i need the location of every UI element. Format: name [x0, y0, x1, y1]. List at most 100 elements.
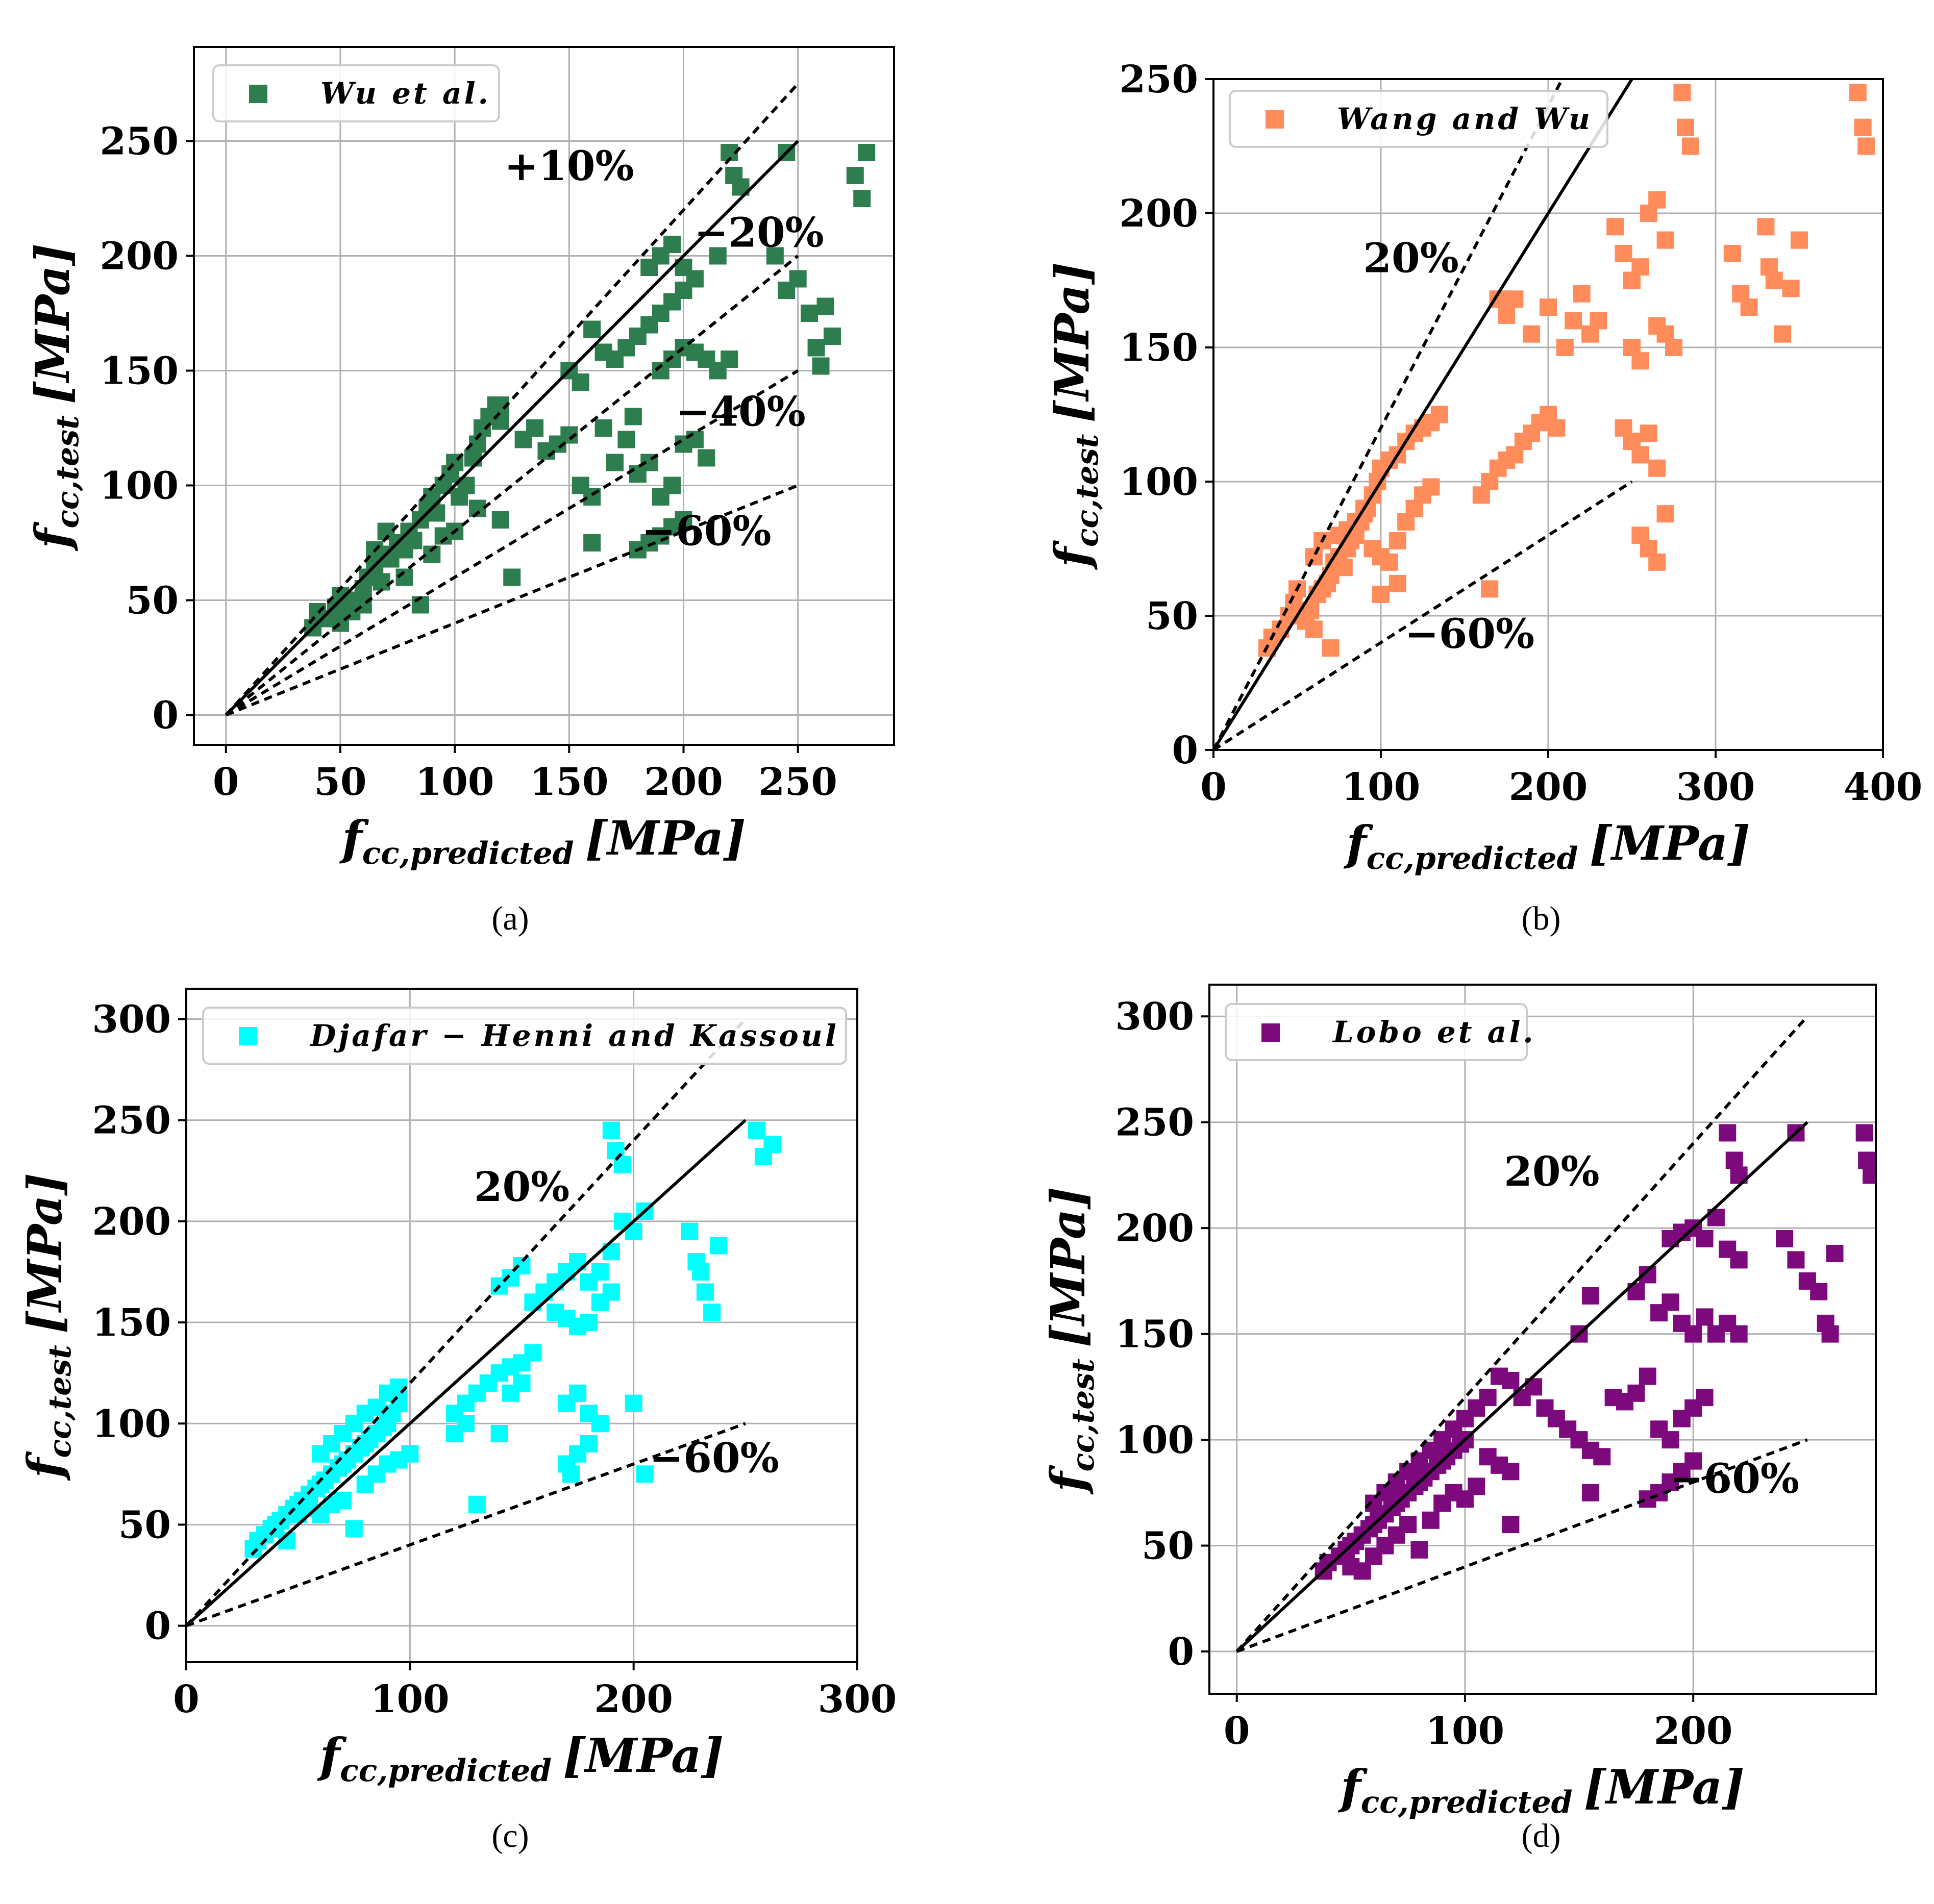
data-point: [1740, 298, 1758, 316]
data-point: [1787, 1251, 1805, 1269]
y-axis-label: fcc,test[MPa]: [17, 1173, 78, 1481]
y-tick-label: 250: [1120, 58, 1198, 102]
legend: Lobo et al.: [1225, 1003, 1533, 1061]
data-point: [807, 339, 825, 357]
plot-frame: [1208, 984, 1877, 1695]
data-point: [513, 1374, 531, 1392]
data-point: [789, 270, 807, 288]
data-point: [1422, 1511, 1440, 1529]
y-axis-label-unit: [MPa]: [25, 243, 80, 404]
data-point: [1502, 1516, 1520, 1534]
reference-line-label: −60%: [1670, 1455, 1799, 1502]
reference-line: [225, 484, 799, 717]
x-axis-label-sub: cc,predicted: [1361, 1785, 1573, 1820]
data-point: [1481, 580, 1499, 598]
data-point: [491, 412, 509, 430]
data-point: [1774, 325, 1792, 343]
reference-line-label: +10%: [504, 142, 634, 190]
legend-marker: [249, 85, 267, 103]
x-axis-label-unit: [MPa]: [563, 1728, 724, 1783]
data-point: [748, 1121, 765, 1139]
data-point: [816, 297, 834, 315]
data-point: [1573, 285, 1591, 303]
data-point: [696, 1283, 714, 1301]
data-point: [1776, 1230, 1794, 1247]
y-tick-label: 100: [1120, 460, 1198, 504]
data-point: [1631, 258, 1649, 276]
y-tick-label: 0: [1172, 729, 1199, 772]
data-point: [636, 1465, 654, 1483]
y-tick-label: 200: [1115, 1207, 1194, 1250]
data-point: [524, 1344, 542, 1362]
data-point: [663, 477, 681, 494]
reference-line-label: 20%: [1363, 234, 1458, 282]
data-point: [457, 1415, 475, 1433]
x-tick-label: 200: [1509, 765, 1588, 809]
x-tick-label: 300: [1676, 765, 1755, 809]
data-points: [244, 1121, 781, 1558]
data-point: [1468, 1477, 1485, 1495]
data-point: [1639, 1367, 1656, 1385]
data-point: [1581, 1484, 1599, 1501]
data-point: [1540, 298, 1557, 316]
data-point: [801, 305, 819, 322]
data-point: [823, 328, 841, 345]
data-point: [1565, 312, 1582, 330]
y-tick-label: 50: [1146, 594, 1198, 638]
data-point: [1719, 1124, 1737, 1142]
data-point: [1502, 1371, 1520, 1389]
data-point: [675, 511, 692, 529]
data-point: [1662, 1431, 1679, 1449]
data-point: [580, 1435, 598, 1452]
reference-lines: [1235, 1015, 1809, 1653]
data-point: [1656, 505, 1674, 523]
identity-line: [225, 140, 799, 716]
reference-line: [1235, 1015, 1809, 1653]
x-axis-label-sub: cc,predicted: [1367, 841, 1578, 876]
panel-c: 0 100 200 300050100150200250300fcc,predicte…: [17, 988, 897, 1855]
x-axis-label: fcc,predicted [MPa]: [1337, 1760, 1745, 1820]
data-point: [686, 431, 704, 448]
data-point: [1590, 312, 1607, 330]
data-point: [1648, 459, 1666, 477]
x-tick-label: 0: [213, 760, 239, 804]
data-point: [594, 419, 612, 437]
data-point: [1353, 1562, 1371, 1580]
data-point: [1305, 548, 1323, 566]
reference-line-label: −20%: [694, 209, 824, 257]
data-point: [405, 532, 423, 549]
x-tick-label: 0: [173, 1677, 200, 1721]
grid: [1209, 985, 1876, 1694]
legend-label: Djafar − Henni and Kassoul: [309, 1018, 839, 1053]
reference-line: [225, 369, 799, 717]
reference-line-label: −40%: [676, 388, 805, 436]
reference-lines: [1213, 79, 1633, 750]
data-point: [1665, 339, 1682, 356]
data-point: [1640, 424, 1657, 442]
y-axis-label-unit: [MPa]: [17, 1173, 72, 1334]
data-point: [763, 1136, 781, 1154]
data-point: [1430, 406, 1448, 423]
y-axis-label-sub: cc,test: [42, 1345, 78, 1458]
y-tick-label: 300: [92, 997, 171, 1041]
identity-line: [1235, 1121, 1808, 1653]
data-point: [1765, 271, 1783, 289]
legend-marker: [1266, 110, 1284, 129]
legend: Wu et al.: [212, 64, 500, 122]
data-point: [1854, 118, 1872, 136]
data-point: [1380, 553, 1398, 571]
data-point: [1548, 419, 1566, 437]
data-point: [1506, 290, 1524, 308]
data-point: [345, 1520, 363, 1538]
data-point: [681, 1222, 699, 1240]
x-axis-label-unit: [MPa]: [1584, 1760, 1745, 1815]
data-point: [572, 373, 589, 391]
data-point: [721, 350, 738, 368]
y-tick-label: 150: [1115, 1313, 1194, 1357]
data-point: [1855, 1124, 1873, 1142]
data-point: [602, 1121, 620, 1139]
data-point: [1523, 325, 1541, 343]
data-point: [526, 419, 544, 437]
y-tick-label: 250: [92, 1099, 171, 1143]
